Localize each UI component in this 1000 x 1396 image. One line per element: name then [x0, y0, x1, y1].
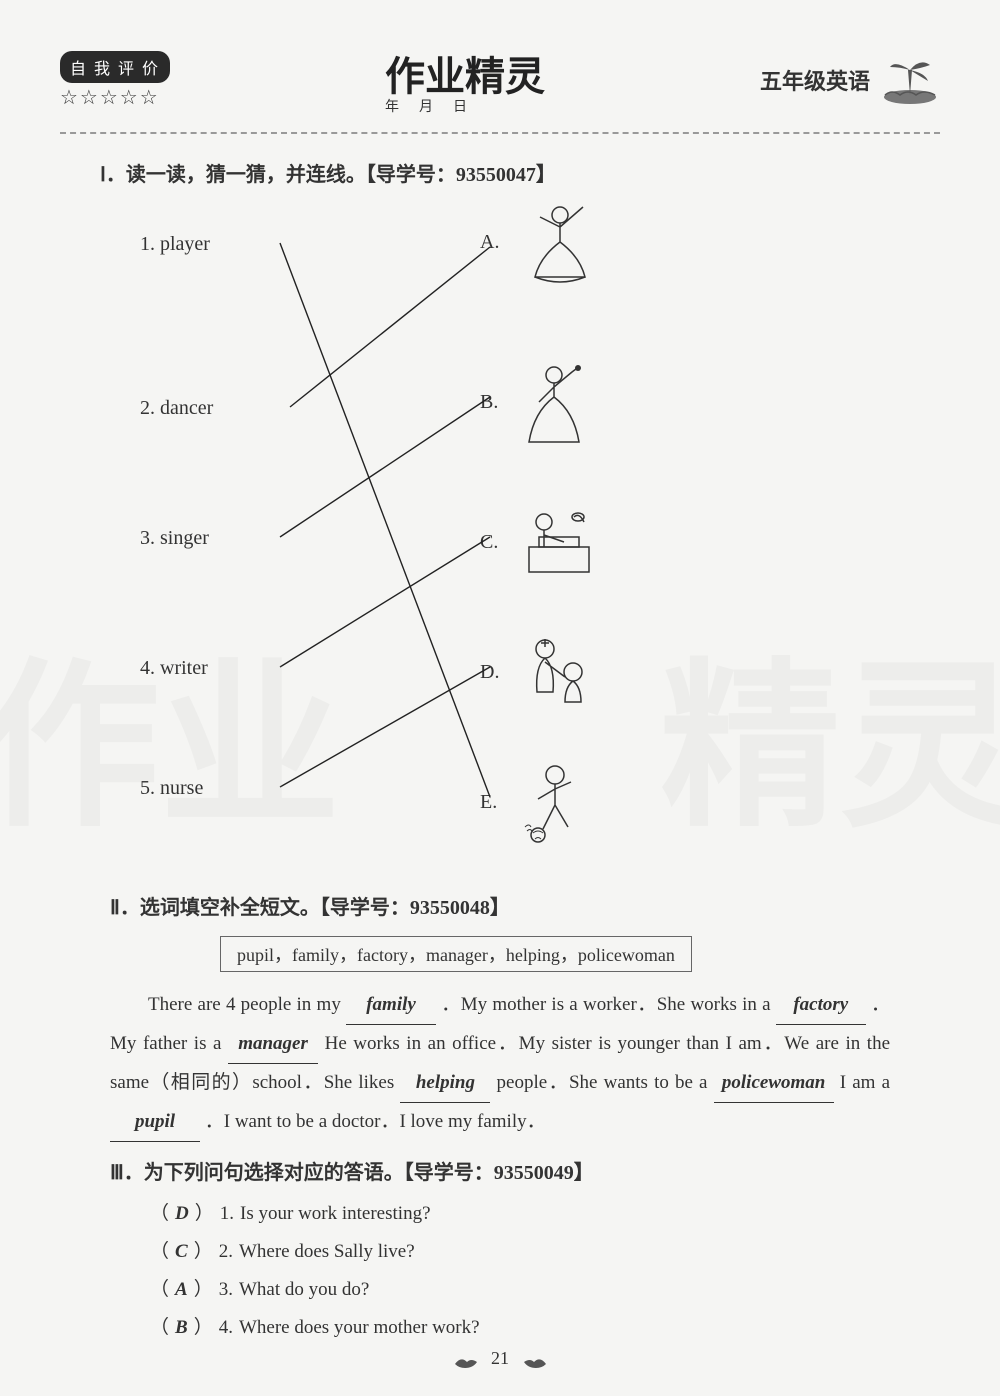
q-text: Where does Sally live?: [239, 1233, 415, 1271]
match-right-c: C.: [480, 497, 604, 587]
answer-2[interactable]: C: [175, 1233, 188, 1271]
match-left-5: 5. nurse: [140, 777, 203, 800]
match-letter: C.: [480, 531, 498, 554]
q-text: What do you do?: [239, 1271, 369, 1309]
q-num: 2.: [219, 1233, 233, 1271]
match-left-3: 3. singer: [140, 527, 209, 550]
q-num: 3.: [219, 1271, 233, 1309]
player-icon: [513, 757, 603, 847]
singer-icon: [514, 357, 604, 447]
passage-text: ．My mother is a worker．She works in a: [441, 994, 776, 1015]
match-letter: D.: [480, 661, 499, 684]
match-letter: B.: [480, 391, 498, 414]
self-eval-box: 自 我 评 价 ☆☆☆☆☆: [60, 51, 170, 110]
match-word: singer: [160, 527, 209, 549]
passage: There are 4 people in my family ．My moth…: [110, 986, 890, 1142]
paren-close: ）: [194, 1271, 213, 1309]
match-letter: E.: [480, 791, 497, 814]
passage-text: I am a: [840, 1072, 890, 1093]
bird-icon-left: [451, 1350, 479, 1370]
match-right-a: A.: [480, 197, 605, 287]
match-word: player: [160, 233, 210, 255]
match-letter: A.: [480, 231, 499, 254]
bird-icon-right: [522, 1350, 550, 1370]
center-title: 作业精灵: [385, 44, 545, 102]
match-num: 1.: [140, 233, 155, 255]
passage-text: There are 4 people in my: [148, 994, 346, 1015]
paren-close: ）: [194, 1233, 213, 1271]
dancer-icon: [515, 197, 605, 287]
section2-title: Ⅱ．选词填空补全短文。【导学号：93550048】: [110, 891, 940, 920]
match-left-4: 4. writer: [140, 657, 208, 680]
blank-4[interactable]: helping: [400, 1064, 490, 1103]
page-number: 21: [491, 1348, 509, 1368]
blank-2[interactable]: factory: [776, 986, 866, 1025]
grade-subject: 五年级英语: [760, 64, 870, 96]
blank-6[interactable]: pupil: [110, 1103, 200, 1142]
paren-open: （: [150, 1233, 169, 1271]
blank-3[interactable]: manager: [228, 1025, 318, 1064]
passage-text: people．She wants to be a: [497, 1072, 714, 1093]
badge-label: 自 我 评 价: [60, 51, 170, 83]
q3-item-4: （ B ） 4. Where does your mother work?: [150, 1309, 940, 1347]
rating-stars: ☆☆☆☆☆: [60, 85, 160, 110]
writer-icon: [514, 497, 604, 587]
match-word: writer: [160, 657, 208, 679]
match-word: dancer: [160, 397, 213, 419]
header-divider: [60, 132, 940, 134]
paren-close: ）: [194, 1309, 213, 1347]
match-num: 3.: [140, 527, 155, 549]
match-right-b: B.: [480, 357, 604, 447]
match-num: 4.: [140, 657, 155, 679]
answer-1[interactable]: D: [175, 1195, 189, 1233]
paren-close: ）: [195, 1195, 214, 1233]
blank-1[interactable]: family: [346, 986, 436, 1025]
nurse-icon: [515, 627, 605, 717]
q-num: 4.: [219, 1309, 233, 1347]
q-text: Where does your mother work?: [239, 1309, 480, 1347]
match-left-1: 1. player: [140, 233, 210, 256]
page-header: 自 我 评 价 ☆☆☆☆☆ 作业精灵 年 月 日 五年级英语: [60, 40, 940, 120]
match-num: 2.: [140, 397, 155, 419]
grade-subject-block: 五年级英语: [760, 55, 940, 105]
match-left-2: 2. dancer: [140, 397, 213, 420]
match-word: nurse: [160, 777, 203, 799]
q-text: Is your work interesting?: [240, 1195, 430, 1233]
q3-item-3: （ A ） 3. What do you do?: [150, 1271, 940, 1309]
question-list: （ D ） 1. Is your work interesting? （ C ）…: [150, 1195, 940, 1347]
island-icon: [880, 55, 940, 105]
paren-open: （: [150, 1271, 169, 1309]
section3-title: Ⅲ．为下列问句选择对应的答语。【导学号：93550049】: [110, 1156, 940, 1185]
center-block: 作业精灵 年 月 日: [385, 44, 545, 116]
q-num: 1.: [220, 1195, 234, 1233]
paren-open: （: [150, 1195, 169, 1233]
passage-text: ．I want to be a doctor．I love my family．: [205, 1111, 546, 1132]
answer-3[interactable]: A: [175, 1271, 188, 1309]
answer-4[interactable]: B: [175, 1309, 188, 1347]
section1-title: Ⅰ．读一读，猜一猜，并连线。【导学号：93550047】: [100, 158, 940, 187]
q3-item-1: （ D ） 1. Is your work interesting?: [150, 1195, 940, 1233]
match-num: 5.: [140, 777, 155, 799]
section2-body: pupil，family，factory，manager，helping，pol…: [110, 930, 890, 1142]
q3-item-2: （ C ） 2. Where does Sally live?: [150, 1233, 940, 1271]
page-footer: 21: [0, 1348, 1000, 1370]
match-right-d: D.: [480, 627, 605, 717]
matching-area: 1. player 2. dancer 3. singer 4. writer …: [100, 197, 900, 877]
match-right-e: E.: [480, 757, 603, 847]
blank-5[interactable]: policewoman: [714, 1064, 834, 1103]
word-bank: pupil，family，factory，manager，helping，pol…: [220, 936, 692, 972]
paren-open: （: [150, 1309, 169, 1347]
